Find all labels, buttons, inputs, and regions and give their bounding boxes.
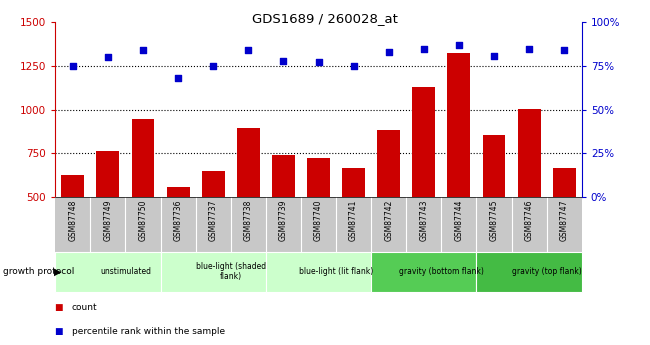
Bar — [342, 168, 365, 197]
Text: GSM87743: GSM87743 — [419, 200, 428, 242]
Text: blue-light (shaded
flank): blue-light (shaded flank) — [196, 262, 266, 282]
Point — [173, 76, 183, 81]
Bar — [412, 87, 436, 197]
Text: GSM87746: GSM87746 — [525, 200, 534, 242]
Text: gravity (top flank): gravity (top flank) — [512, 267, 582, 276]
Point — [138, 48, 148, 53]
Bar — [307, 158, 330, 197]
Text: percentile rank within the sample: percentile rank within the sample — [72, 327, 225, 336]
Text: GSM87744: GSM87744 — [454, 200, 463, 242]
Bar — [202, 170, 225, 197]
Text: gravity (bottom flank): gravity (bottom flank) — [399, 267, 484, 276]
Text: GSM87737: GSM87737 — [209, 200, 218, 242]
Bar — [377, 130, 400, 197]
Point — [489, 53, 499, 58]
Text: GSM87740: GSM87740 — [314, 200, 323, 242]
Point — [208, 63, 218, 69]
Bar — [266, 252, 371, 292]
Bar — [161, 252, 266, 292]
Text: growth protocol: growth protocol — [3, 267, 75, 276]
Text: ■: ■ — [55, 303, 66, 312]
Point — [524, 46, 534, 51]
Point — [348, 63, 359, 69]
Point — [559, 48, 569, 53]
Text: ■: ■ — [55, 327, 66, 336]
Text: GSM87736: GSM87736 — [174, 200, 183, 242]
Text: GSM87741: GSM87741 — [349, 200, 358, 242]
Bar — [272, 155, 295, 197]
Text: GSM87738: GSM87738 — [244, 200, 253, 242]
Text: GSM87747: GSM87747 — [560, 200, 569, 242]
Point — [384, 49, 394, 55]
Text: GSM87750: GSM87750 — [138, 200, 148, 242]
Point — [419, 46, 429, 51]
Text: GSM87739: GSM87739 — [279, 200, 288, 242]
Point — [68, 63, 78, 69]
Point — [103, 55, 113, 60]
Text: blue-light (lit flank): blue-light (lit flank) — [299, 267, 373, 276]
Text: ▶: ▶ — [54, 267, 62, 277]
Text: count: count — [72, 303, 97, 312]
Point — [454, 42, 464, 48]
Bar — [131, 119, 155, 197]
Bar — [237, 128, 260, 197]
Text: GSM87742: GSM87742 — [384, 200, 393, 242]
Point — [243, 48, 254, 53]
Point — [313, 60, 324, 65]
Bar — [55, 252, 161, 292]
Text: GSM87748: GSM87748 — [68, 200, 77, 242]
Bar — [61, 175, 84, 197]
Bar — [96, 151, 120, 197]
Bar — [476, 252, 582, 292]
Text: unstimulated: unstimulated — [100, 267, 151, 276]
Bar — [482, 135, 506, 197]
Bar — [166, 187, 190, 197]
Text: GDS1689 / 260028_at: GDS1689 / 260028_at — [252, 12, 398, 25]
Bar — [552, 168, 576, 197]
Bar — [371, 252, 476, 292]
Text: GSM87749: GSM87749 — [103, 200, 112, 242]
Point — [278, 58, 289, 63]
Text: GSM87745: GSM87745 — [489, 200, 499, 242]
Bar — [517, 109, 541, 197]
Bar — [447, 53, 471, 197]
